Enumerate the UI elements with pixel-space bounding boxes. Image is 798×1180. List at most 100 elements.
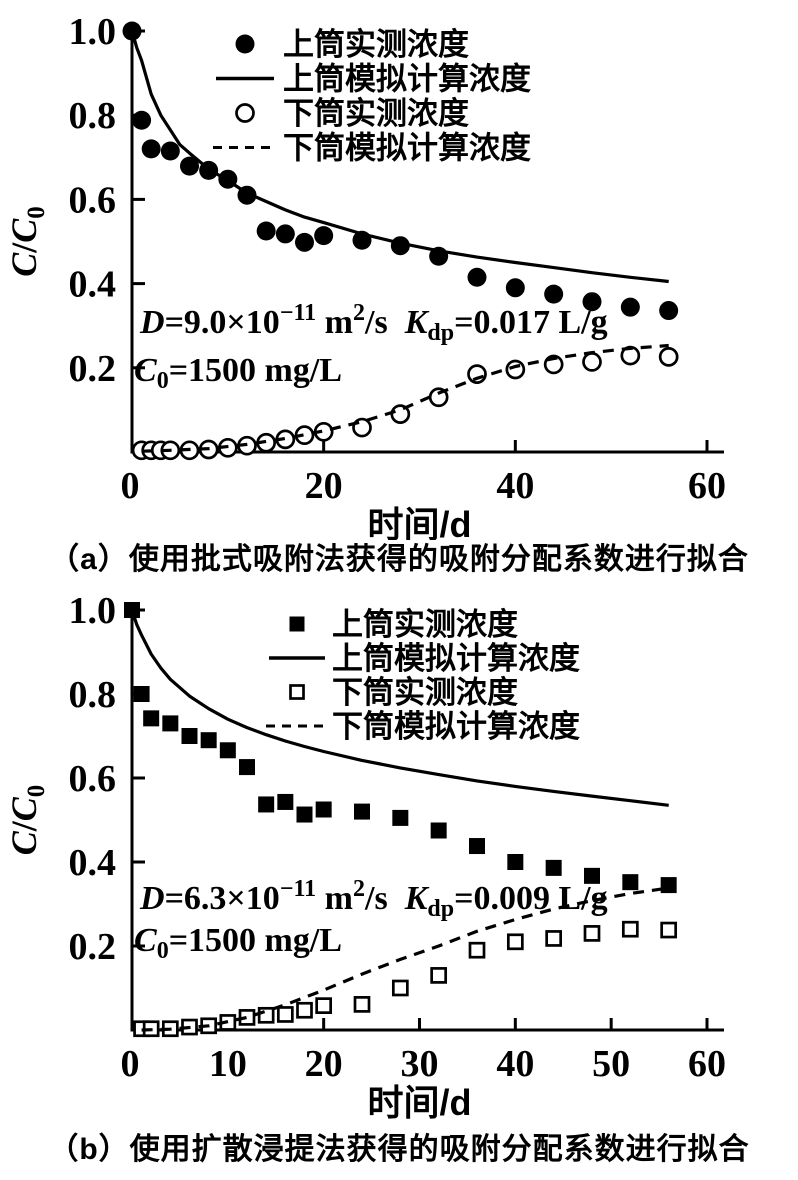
data-point [141, 139, 161, 159]
y-tick-label: 0.8 [69, 674, 117, 716]
legend-label: 上筒模拟计算浓度 [283, 62, 531, 97]
legend-item: 下筒模拟计算浓度 [266, 709, 580, 744]
data-point [392, 809, 409, 826]
data-point [659, 301, 679, 321]
data-point [181, 728, 198, 744]
data-point [467, 364, 487, 384]
data-point [469, 838, 485, 855]
data-point [658, 347, 679, 367]
y-tick-label: 0.4 [69, 264, 117, 306]
y-tick-label: 0.2 [69, 926, 117, 968]
data-point [257, 1006, 275, 1024]
data-point [430, 822, 447, 839]
data-point [506, 933, 524, 951]
data-point [256, 221, 276, 241]
annotation: C0=1500 mg/L [134, 352, 342, 394]
y-tick-label: 0.2 [69, 348, 117, 390]
data-point [467, 267, 487, 287]
series-measured-lower [133, 920, 678, 1038]
chart-b-plot: 1.0 0.8 0.6 0.4 0.2 0 10 20 30 40 50 60 时间/d C/C0 上筒实测… [4, 590, 726, 1123]
data-point [507, 854, 524, 870]
data-point [584, 867, 600, 884]
y-tick-label: 0.8 [69, 95, 117, 137]
y-axis-title: C/C0 [4, 206, 50, 277]
x-tick-label: 60 [688, 1043, 726, 1085]
data-point [430, 967, 448, 984]
data-point [621, 920, 639, 938]
data-point [545, 930, 563, 947]
legend-item: 下筒实测浓度 [235, 96, 469, 131]
x-tick-label: 0 [121, 465, 140, 507]
legend-label: 下筒实测浓度 [283, 96, 469, 131]
x-tick-label: 20 [305, 465, 343, 507]
caption-a: （a）使用批式吸附法获得的吸附分配系数进行拟合 [49, 543, 749, 576]
legend-item: 下筒模拟计算浓度 [213, 131, 531, 166]
x-axis-title: 时间/d [368, 504, 472, 540]
x-axis-title: 时间/d [368, 1082, 472, 1123]
data-point [160, 141, 180, 161]
data-point [296, 1001, 313, 1019]
y-axis-title: C/C0 [4, 785, 50, 856]
x-tick-label: 40 [496, 465, 534, 507]
x-tick-label: 40 [496, 1043, 534, 1085]
chart-a-plot: 1.0 0.8 0.6 0.4 0.2 0 20 40 60 时间/d C/C0 上筒实测浓度上筒模拟… [4, 11, 727, 540]
data-point [296, 806, 313, 823]
data-point [180, 156, 199, 176]
axes: 1.0 0.8 0.6 0.4 0.2 0 20 40 60 [69, 11, 727, 507]
data-point [468, 941, 486, 959]
legend-label: 上筒模拟计算浓度 [332, 641, 580, 676]
annotation: D=9.0×10−11 m2/s Kdp=0.017 L/g [139, 300, 608, 346]
annotation: D=6.3×10−11 m2/s Kdp=0.009 L/g [139, 876, 608, 922]
data-point [505, 278, 525, 298]
annotation: C0=1500 mg/L [134, 922, 342, 964]
data-point [200, 732, 217, 749]
data-point [314, 226, 334, 246]
y-tick-label: 0.6 [69, 179, 117, 221]
series-simulated-upper [130, 609, 669, 807]
x-tick-label: 50 [592, 1043, 630, 1085]
y-tick-label: 0.6 [69, 758, 117, 800]
data-point [276, 1006, 294, 1023]
data-point [315, 997, 333, 1014]
data-point [582, 352, 602, 372]
legend-item: 上筒实测浓度 [235, 27, 469, 62]
data-point [391, 979, 409, 997]
legend-item: 下筒实测浓度 [289, 675, 518, 710]
legend-label: 上筒实测浓度 [283, 27, 469, 62]
y-tick-label: 1.0 [69, 11, 117, 53]
figure-panel-a: 1.0 0.8 0.6 0.4 0.2 0 20 40 60 时间/d C/C0 上筒实测浓度 上筒模拟… [0, 0, 798, 584]
data-point [133, 686, 150, 702]
caption-b: （b）使用扩散浸提法获得的吸附分配系数进行拟合 [48, 1133, 750, 1166]
legend-item: 上筒模拟计算浓度 [269, 641, 580, 676]
legend-label: 上筒实测浓度 [332, 607, 518, 642]
series-simulated-lower [141, 343, 669, 453]
x-tick-label: 60 [688, 465, 726, 507]
series-simulated-upper [130, 30, 669, 284]
data-point [660, 921, 678, 939]
data-point [660, 877, 677, 894]
series-measured-upper [122, 21, 679, 321]
series-measured-upper [124, 602, 677, 894]
data-point [545, 859, 562, 876]
y-tick-label: 1.0 [69, 590, 117, 632]
open-circle-swatch [235, 103, 255, 123]
data-point [277, 793, 294, 810]
legend-label: 下筒模拟计算浓度 [283, 131, 531, 166]
data-point [239, 759, 255, 776]
data-point [315, 801, 332, 818]
legend-item: 上筒实测浓度 [289, 607, 518, 642]
legend-item: 上筒模拟计算浓度 [216, 62, 531, 97]
x-tick-label: 30 [401, 1043, 439, 1085]
data-point [353, 996, 371, 1013]
legend-label: 下筒实测浓度 [332, 675, 518, 710]
x-tick-label: 10 [209, 1043, 247, 1085]
data-point [275, 224, 295, 244]
data-point [162, 715, 179, 732]
data-point [544, 284, 564, 304]
x-tick-label: 20 [305, 1043, 343, 1085]
y-tick-label: 0.4 [69, 842, 117, 884]
data-point [582, 292, 602, 312]
